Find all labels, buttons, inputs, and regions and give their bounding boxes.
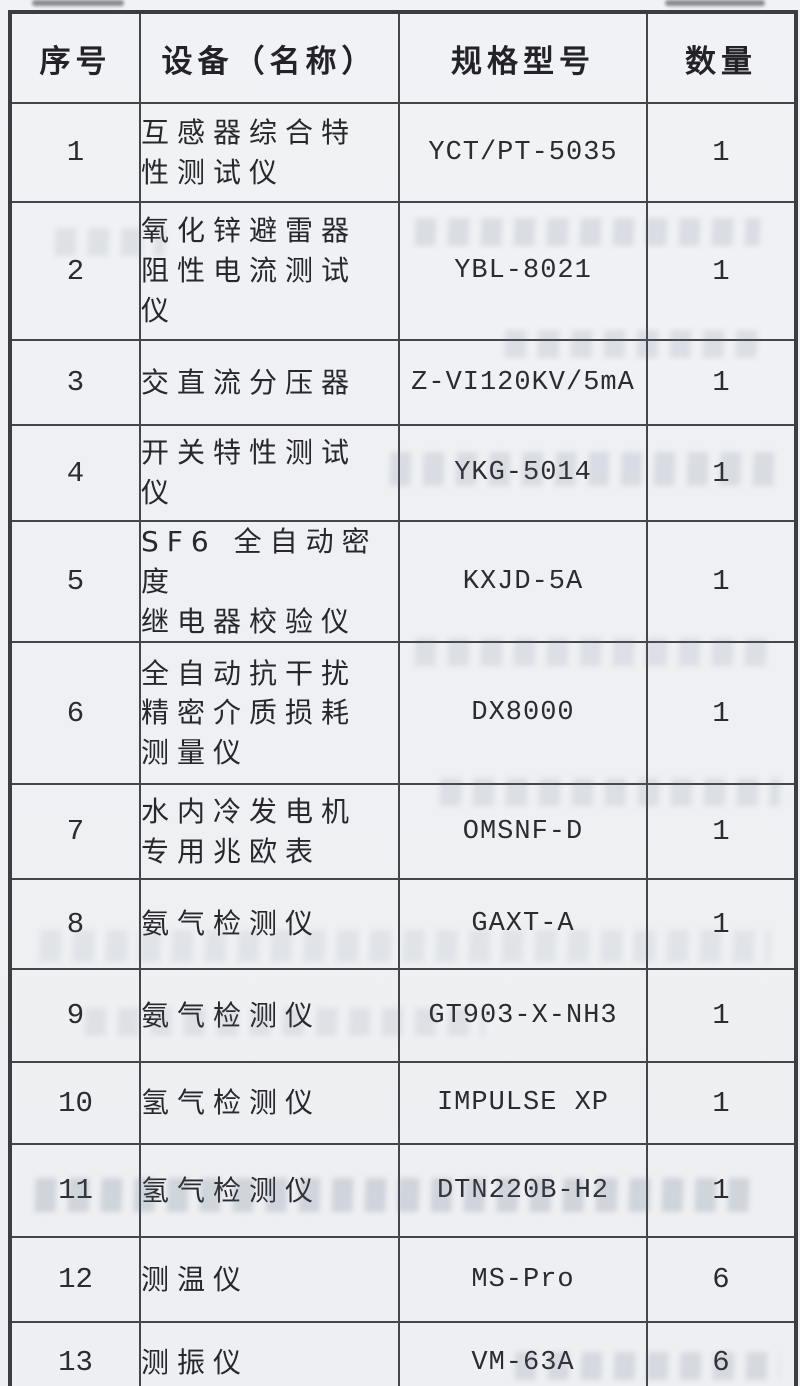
- cell-seq: 7: [9, 783, 141, 881]
- cell-model: IMPULSE XP: [398, 1061, 648, 1146]
- scan-smudge: [665, 0, 765, 6]
- cell-name: 氨气检测仪: [139, 878, 400, 971]
- cell-model: YKG-5014: [398, 424, 648, 522]
- cell-qty: 1: [646, 424, 797, 522]
- cell-qty: 1: [646, 1143, 797, 1239]
- cell-seq: 9: [9, 968, 141, 1064]
- cell-seq: 11: [9, 1143, 141, 1239]
- table-row: 8 氨气检测仪 GAXT-A 1: [9, 878, 797, 971]
- cell-model: DTN220B-H2: [398, 1143, 648, 1239]
- col-header-seq: 序号: [9, 11, 141, 104]
- table-row: 11 氢气检测仪 DTN220B-H2 1: [9, 1143, 797, 1239]
- cell-qty: 1: [646, 783, 797, 881]
- cell-seq: 8: [9, 878, 141, 971]
- cell-qty: 1: [646, 1061, 797, 1146]
- cell-seq: 6: [9, 641, 141, 786]
- cell-model: KXJD-5A: [398, 519, 648, 644]
- cell-seq: 5: [9, 519, 141, 644]
- table-row: 4 开关特性测试 仪 YKG-5014 1: [9, 424, 797, 522]
- cell-qty: 1: [646, 201, 797, 341]
- table-body: 1 互感器综合特 性测试仪 YCT/PT-5035 1 2 氧化锌避雷器 阻性电…: [9, 102, 797, 1386]
- cell-model: GT903-X-NH3: [398, 968, 648, 1064]
- table-row: 13 测振仪 VM-63A 6: [9, 1321, 797, 1386]
- cell-seq: 12: [9, 1236, 141, 1324]
- col-header-name: 设备（名称）: [139, 11, 400, 104]
- table-row: 2 氧化锌避雷器 阻性电流测试 仪 YBL-8021 1: [9, 201, 797, 341]
- cell-name: 开关特性测试 仪: [139, 424, 400, 522]
- cell-name: SF6 全自动密度 继电器校验仪: [139, 519, 400, 644]
- cell-name: 氢气检测仪: [139, 1143, 400, 1239]
- cell-model: Z-VI120KV/5mA: [398, 339, 648, 426]
- cell-qty: 1: [646, 519, 797, 644]
- col-header-qty: 数量: [646, 11, 797, 104]
- table-header: 序号 设备（名称） 规格型号 数量: [9, 11, 797, 104]
- table-row: 1 互感器综合特 性测试仪 YCT/PT-5035 1: [9, 102, 797, 203]
- table-row: 9 氨气检测仪 GT903-X-NH3 1: [9, 968, 797, 1064]
- cell-seq: 4: [9, 424, 141, 522]
- cell-qty: 1: [646, 102, 797, 203]
- cell-seq: 13: [9, 1321, 141, 1386]
- cell-name: 测温仪: [139, 1236, 400, 1324]
- cell-name: 氧化锌避雷器 阻性电流测试 仪: [139, 201, 400, 341]
- cell-model: MS-Pro: [398, 1236, 648, 1324]
- cell-qty: 1: [646, 968, 797, 1064]
- scan-smudge: [32, 0, 124, 6]
- cell-name: 水内冷发电机 专用兆欧表: [139, 783, 400, 881]
- table-row: 3 交直流分压器 Z-VI120KV/5mA 1: [9, 339, 797, 426]
- cell-seq: 1: [9, 102, 141, 203]
- table-row: 7 水内冷发电机 专用兆欧表 OMSNF-D 1: [9, 783, 797, 881]
- cell-model: GAXT-A: [398, 878, 648, 971]
- cell-model: YCT/PT-5035: [398, 102, 648, 203]
- cell-qty: 1: [646, 339, 797, 426]
- cell-qty: 6: [646, 1321, 797, 1386]
- table-row: 12 测温仪 MS-Pro 6: [9, 1236, 797, 1324]
- cell-qty: 6: [646, 1236, 797, 1324]
- cell-name: 互感器综合特 性测试仪: [139, 102, 400, 203]
- cell-model: DX8000: [398, 641, 648, 786]
- cell-qty: 1: [646, 641, 797, 786]
- cell-name: 氨气检测仪: [139, 968, 400, 1064]
- cell-model: YBL-8021: [398, 201, 648, 341]
- cell-name: 全自动抗干扰 精密介质损耗 测量仪: [139, 641, 400, 786]
- cell-name: 交直流分压器: [139, 339, 400, 426]
- cell-seq: 10: [9, 1061, 141, 1146]
- cell-name: 氢气检测仪: [139, 1061, 400, 1146]
- cell-name: 测振仪: [139, 1321, 400, 1386]
- equipment-table: 序号 设备（名称） 规格型号 数量 1 互感器综合特 性测试仪 YCT/PT-5…: [8, 10, 798, 1386]
- col-header-model: 规格型号: [398, 11, 648, 104]
- table-row: 10 氢气检测仪 IMPULSE XP 1: [9, 1061, 797, 1146]
- table-header-row: 序号 设备（名称） 规格型号 数量: [9, 11, 797, 104]
- table-row: 5 SF6 全自动密度 继电器校验仪 KXJD-5A 1: [9, 519, 797, 644]
- cell-seq: 2: [9, 201, 141, 341]
- cell-model: OMSNF-D: [398, 783, 648, 881]
- cell-qty: 1: [646, 878, 797, 971]
- cell-model: VM-63A: [398, 1321, 648, 1386]
- cell-seq: 3: [9, 339, 141, 426]
- table-row: 6 全自动抗干扰 精密介质损耗 测量仪 DX8000 1: [9, 641, 797, 786]
